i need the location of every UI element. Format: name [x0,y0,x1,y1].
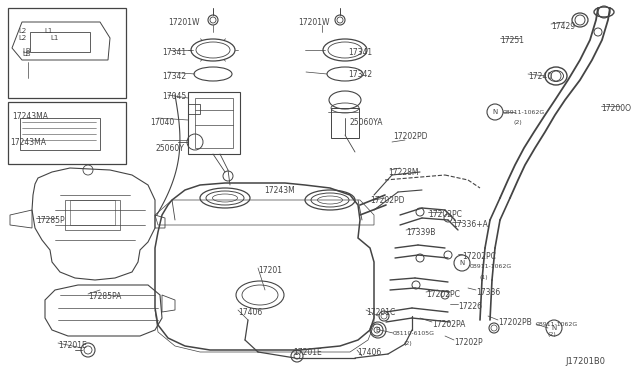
Text: (2): (2) [547,332,556,337]
Text: B: B [376,327,380,333]
Text: LB: LB [22,51,31,57]
Text: 17202PD: 17202PD [370,196,404,205]
Text: 17251: 17251 [500,36,524,45]
Text: 17201E: 17201E [58,341,87,350]
Text: (2): (2) [514,120,523,125]
Text: 17201: 17201 [258,266,282,275]
Bar [8,8,126,98]
Text: 17202PC: 17202PC [428,210,462,219]
Text: 17429: 17429 [551,22,575,31]
Bar [30,32,90,52]
Text: 17040: 17040 [150,118,174,127]
Bar [20,118,100,150]
Text: 17243M: 17243M [264,186,295,195]
Bar [70,200,115,225]
Text: 08911-1062G: 08911-1062G [470,264,512,269]
Text: 17342: 17342 [348,70,372,79]
Text: 17202PB: 17202PB [498,318,532,327]
Text: 08911-1062G: 08911-1062G [536,322,579,327]
Text: 17243MA: 17243MA [10,138,46,147]
Text: 17202PD: 17202PD [393,132,428,141]
Text: LB: LB [22,48,31,54]
Text: 17201C: 17201C [366,308,396,317]
Text: 17200O: 17200O [601,104,631,113]
Text: 17285PA: 17285PA [88,292,122,301]
Text: 25060YA: 25060YA [350,118,383,127]
Text: 17339B: 17339B [406,228,435,237]
Text: N: N [460,260,465,266]
Text: (2): (2) [404,341,413,346]
Text: 17202PC: 17202PC [462,252,496,261]
Text: 17336+A: 17336+A [452,220,488,229]
Bar [195,98,233,148]
Text: 17202PC: 17202PC [426,290,460,299]
Text: 17228M: 17228M [388,168,419,177]
Text: N: N [552,325,557,331]
Text: 17285P: 17285P [36,216,65,225]
Text: 08911-1062G: 08911-1062G [503,110,545,115]
Text: N: N [492,109,498,115]
Bar [8,102,126,164]
Text: 17341: 17341 [348,48,372,57]
Text: L1: L1 [44,28,52,34]
Text: 17243MA: 17243MA [12,112,48,121]
Text: 25060Y: 25060Y [155,144,184,153]
Text: 17045: 17045 [162,92,186,101]
Text: 17202P: 17202P [454,338,483,347]
Text: 17226: 17226 [458,302,482,311]
Text: 17201E: 17201E [293,348,322,357]
Text: (1): (1) [480,275,488,280]
Text: 17341: 17341 [162,48,186,57]
Text: L2: L2 [18,35,26,41]
Text: L1: L1 [50,35,58,41]
Text: 17336: 17336 [476,288,500,297]
Text: 17201W: 17201W [298,18,330,27]
Bar [65,200,120,230]
Text: 17406: 17406 [357,348,381,357]
Text: 17240: 17240 [528,72,552,81]
Text: 17406: 17406 [238,308,262,317]
Text: 17342: 17342 [162,72,186,81]
Bar [188,92,240,154]
Text: J17201B0: J17201B0 [565,357,605,366]
Bar [188,104,200,114]
Text: 17201W: 17201W [168,18,200,27]
Text: 08110-6105G: 08110-6105G [393,331,435,336]
Text: 17202PA: 17202PA [432,320,465,329]
Text: L2: L2 [18,28,26,34]
Bar [331,108,359,138]
